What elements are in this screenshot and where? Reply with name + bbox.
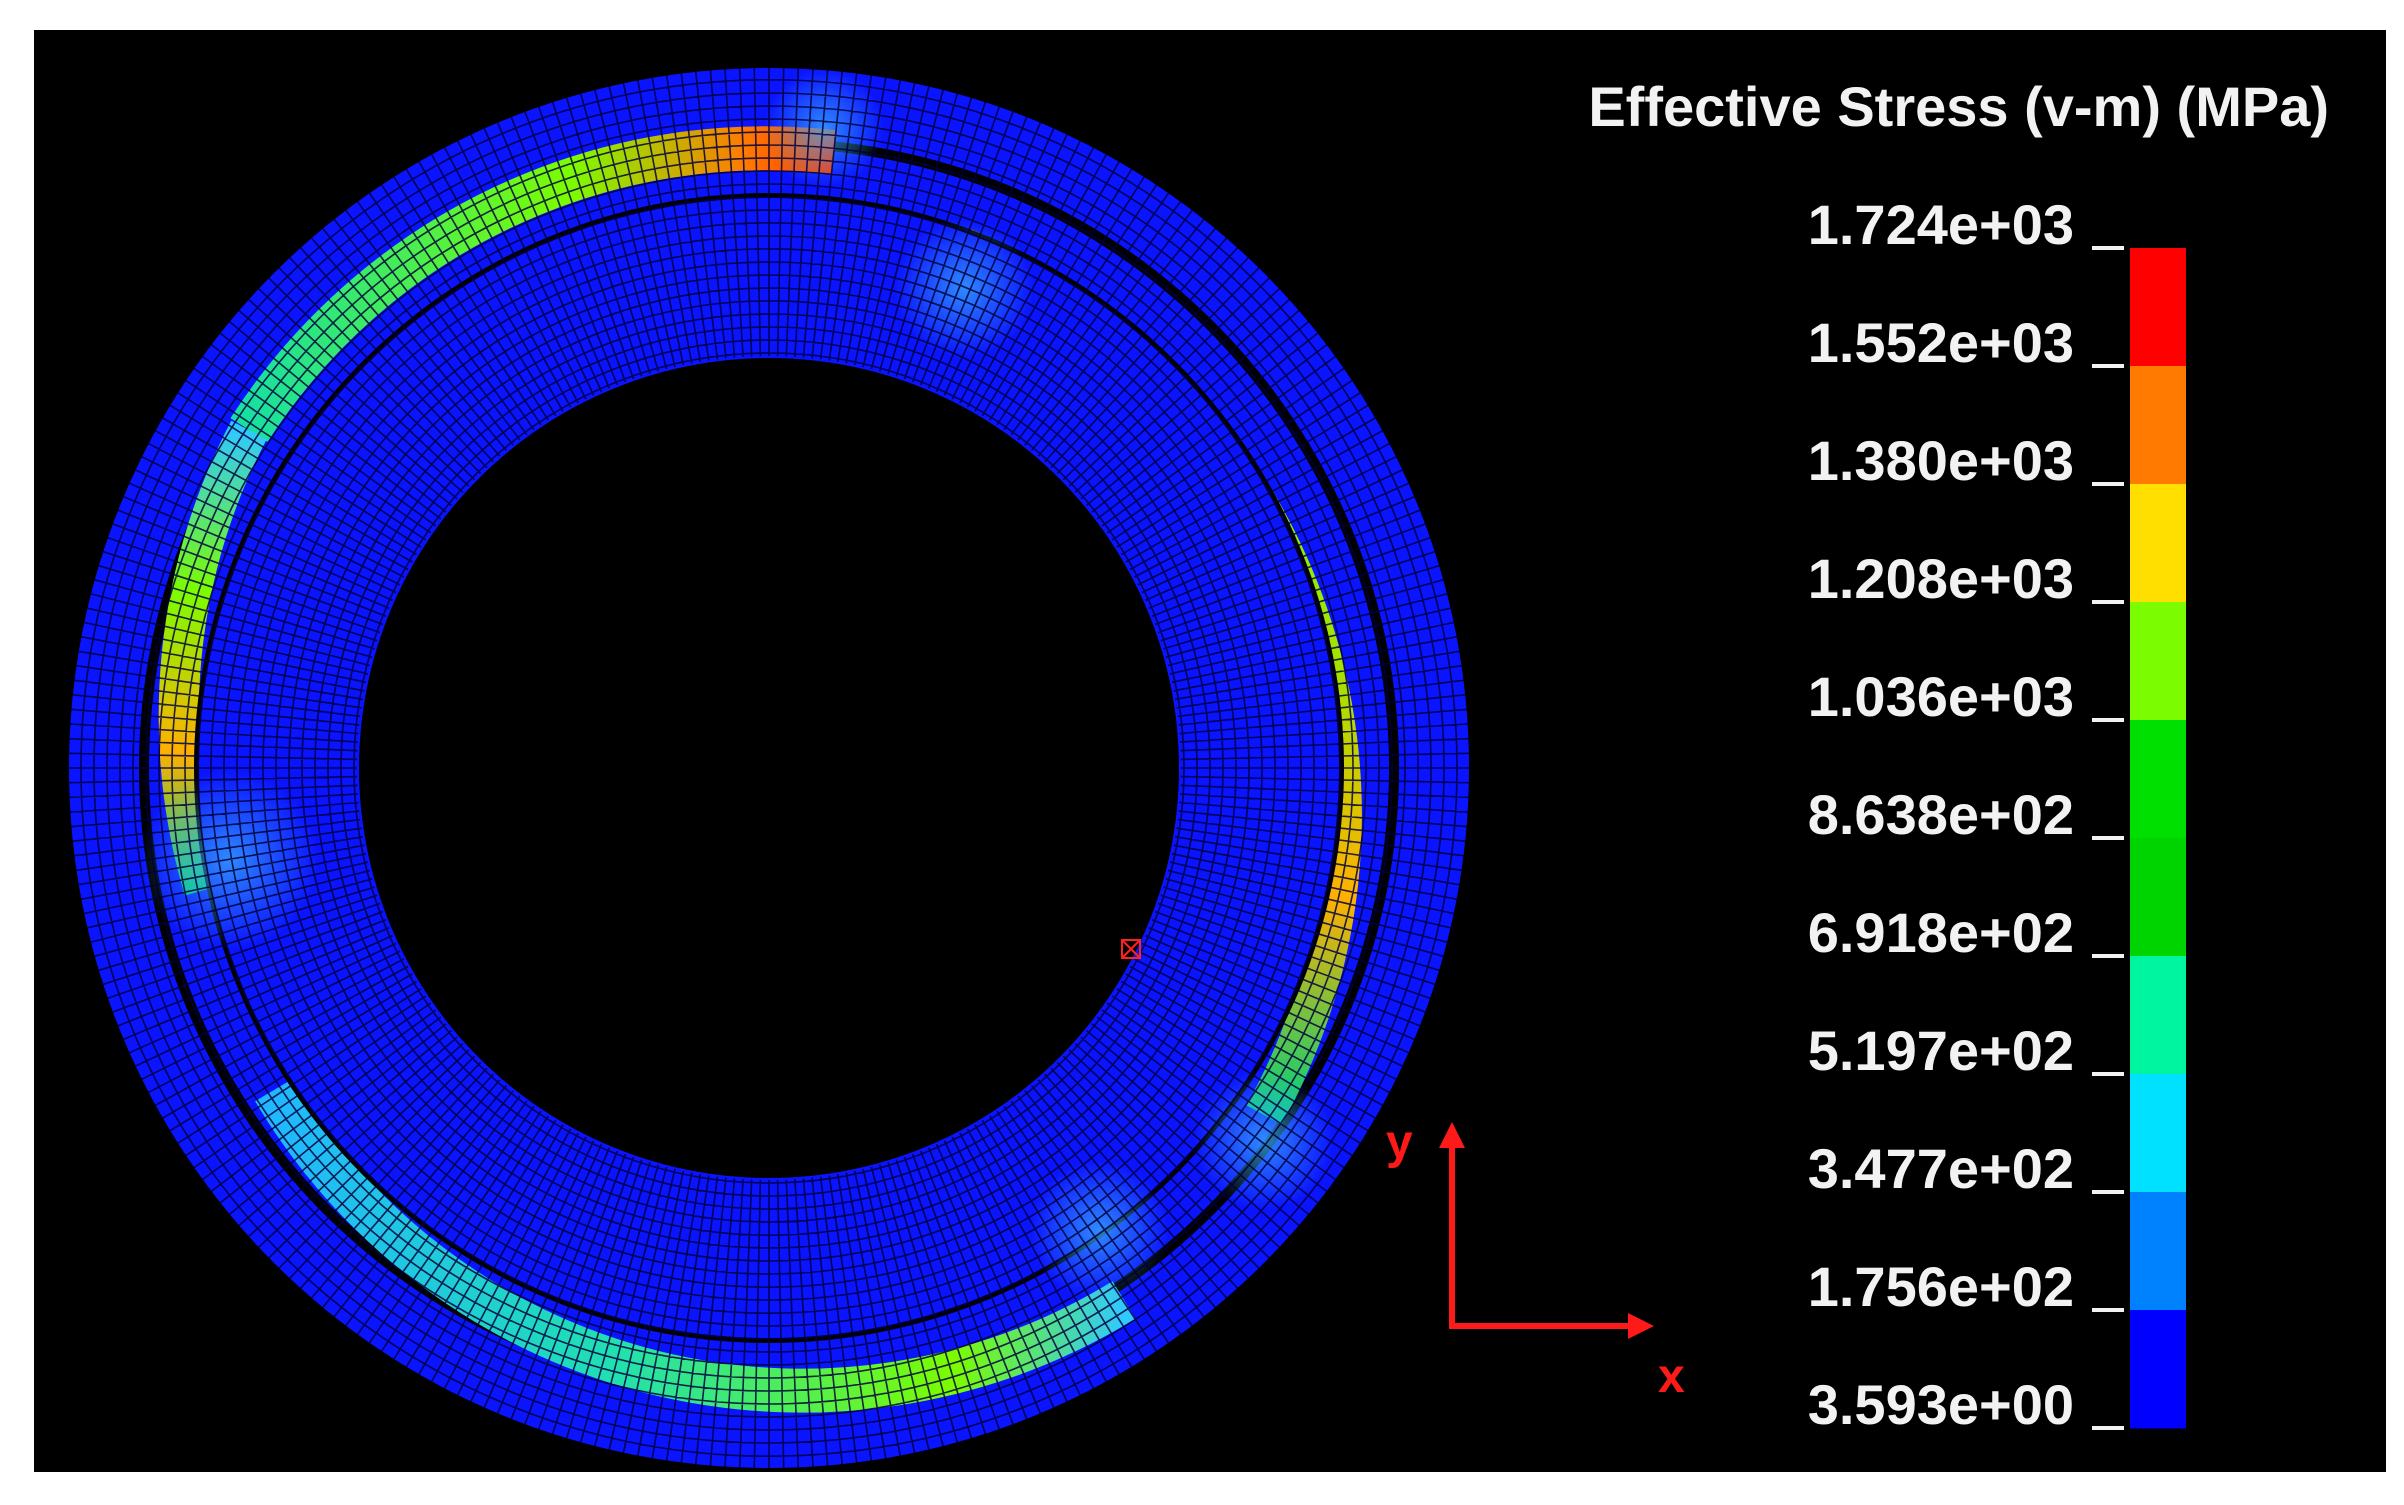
legend-swatch <box>2130 720 2186 839</box>
legend-tick-label: 3.593e+00 <box>1808 1373 2074 1436</box>
coordinate-axes: y x <box>1386 1116 1685 1403</box>
legend-swatch <box>2130 602 2186 721</box>
legend-swatch <box>2130 366 2186 485</box>
hot-spot-upper-right <box>894 218 1034 358</box>
stress-contour-plot: y x Effective Stress (v-m) (MPa) 1.724e+… <box>69 68 2329 1468</box>
legend-swatch <box>2130 956 2186 1075</box>
center-hole <box>359 358 1179 1178</box>
legend-swatch <box>2130 838 2186 957</box>
legend-swatch <box>2130 484 2186 603</box>
color-legend: Effective Stress (v-m) (MPa) 1.724e+031.… <box>1588 75 2329 1436</box>
legend-tick-labels: 1.724e+03 1.552e+03 1.380e+03 1.208e+03 1.03… <box>1808 193 2124 1436</box>
legend-title: Effective Stress (v-m) (MPa) <box>1588 75 2329 138</box>
mesh-grid <box>69 68 1469 1468</box>
legend-tick-label: 1.036e+03 <box>1808 665 2074 728</box>
legend-tick-label: 1.552e+03 <box>1808 311 2074 374</box>
legend-tick-label: 3.477e+02 <box>1808 1137 2074 1200</box>
legend-swatch <box>2130 1310 2186 1429</box>
y-axis-label: y <box>1386 1116 1413 1169</box>
finite-element-mesh <box>69 68 1469 1468</box>
legend-tick-label: 8.638e+02 <box>1808 783 2074 846</box>
x-arrowhead <box>1628 1313 1654 1339</box>
legend-swatch <box>2130 1192 2186 1311</box>
y-arrowhead <box>1439 1122 1465 1148</box>
figure-frame: y x Effective Stress (v-m) (MPa) 1.724e+… <box>34 30 2386 1472</box>
legend-color-bar <box>2130 248 2186 1429</box>
legend-swatch <box>2130 248 2186 367</box>
legend-tick-label: 5.197e+02 <box>1808 1019 2074 1082</box>
x-axis-label: x <box>1658 1350 1685 1403</box>
mesh-lines <box>69 68 1469 1468</box>
node-marker <box>1121 939 1141 959</box>
legend-tick-label: 6.918e+02 <box>1808 901 2074 964</box>
legend-tick-label: 1.380e+03 <box>1808 429 2074 492</box>
stress-band-top <box>230 126 837 442</box>
legend-tick-label: 1.756e+02 <box>1808 1255 2074 1318</box>
legend-swatch <box>2130 1074 2186 1193</box>
legend-tick-label: 1.208e+03 <box>1808 547 2074 610</box>
legend-tick-label: 1.724e+03 <box>1808 193 2074 256</box>
